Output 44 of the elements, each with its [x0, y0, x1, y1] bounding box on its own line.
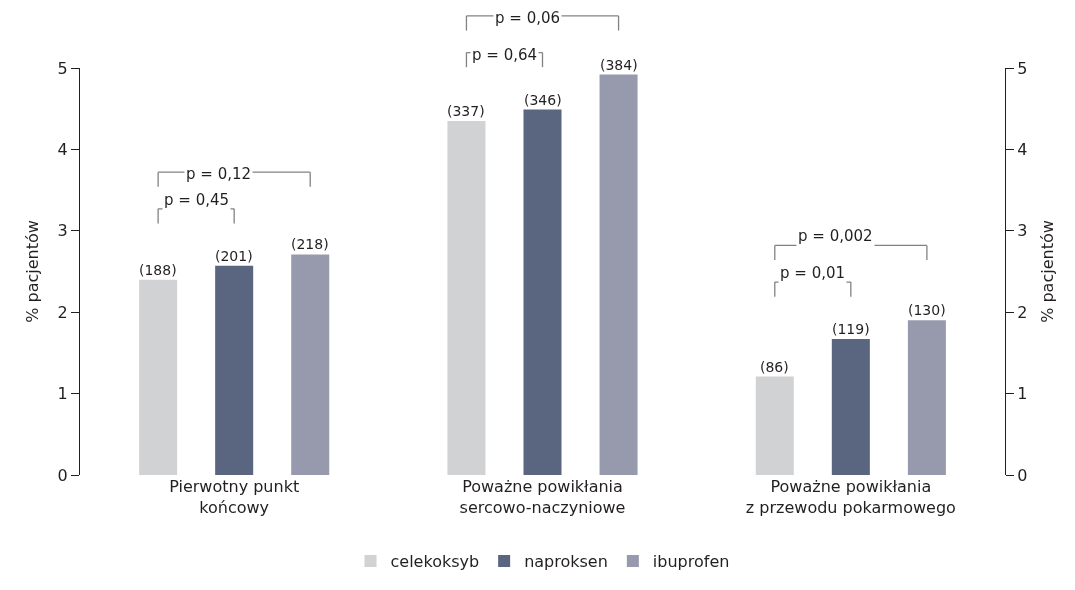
- y-tick-label: 0: [57, 465, 68, 485]
- y2-tick-label: 3: [1017, 221, 1028, 241]
- annotation: (130): [908, 302, 946, 318]
- bar: [139, 279, 178, 475]
- y-tick-label: 3: [57, 221, 68, 241]
- annotation: p = 0,45: [164, 191, 230, 209]
- annotation: (346): [524, 92, 562, 108]
- bar: [215, 265, 254, 475]
- x-tick-label: Pierwotny punkt końcowy: [169, 477, 300, 517]
- annotation: (201): [215, 248, 253, 264]
- annotation: (218): [291, 236, 329, 252]
- text: p = 0,64: [472, 46, 538, 64]
- bar: [291, 254, 330, 475]
- bar: [599, 74, 638, 475]
- bar: [755, 376, 794, 475]
- annotation: (119): [832, 321, 870, 337]
- legend-label: ibuprofen: [652, 552, 730, 572]
- annotation: (337): [447, 103, 485, 119]
- annotation: (188): [139, 262, 177, 278]
- legend-label: naproksen: [524, 552, 608, 572]
- annotation: p = 0,12: [186, 165, 252, 183]
- x-tick-label: Poważne powikłania z przewodu pokarmowego: [745, 477, 956, 517]
- y-tick-label: 4: [57, 140, 68, 159]
- y2-axis-title: % pacjentów: [1038, 220, 1058, 323]
- x-tick-label: Poważne powikłania sercowo-naczyniowe: [459, 477, 626, 517]
- y2-tick-label: 5: [1017, 58, 1028, 78]
- y-tick-label: 1: [57, 384, 68, 404]
- bar: [447, 120, 486, 475]
- annotation: p = 0,01: [780, 264, 846, 282]
- bar: [523, 109, 562, 475]
- annotation: (384): [600, 57, 638, 73]
- y2-tick-label: 1: [1017, 384, 1028, 404]
- annotation: p = 0,002: [798, 227, 873, 245]
- y2-tick-label: 2: [1017, 302, 1028, 322]
- text: p = 0,06: [495, 9, 561, 27]
- y-tick-label: 5: [57, 58, 68, 78]
- legend-label: celekoksyb: [390, 552, 480, 572]
- y2-tick-label: 4: [1017, 140, 1028, 159]
- bar: [907, 320, 946, 475]
- annotation: (86): [760, 359, 789, 375]
- y-axis-title: % pacjentów: [22, 220, 42, 323]
- y2-tick-label: 0: [1017, 465, 1028, 485]
- bar: [831, 339, 870, 475]
- y-tick-label: 2: [57, 302, 68, 322]
